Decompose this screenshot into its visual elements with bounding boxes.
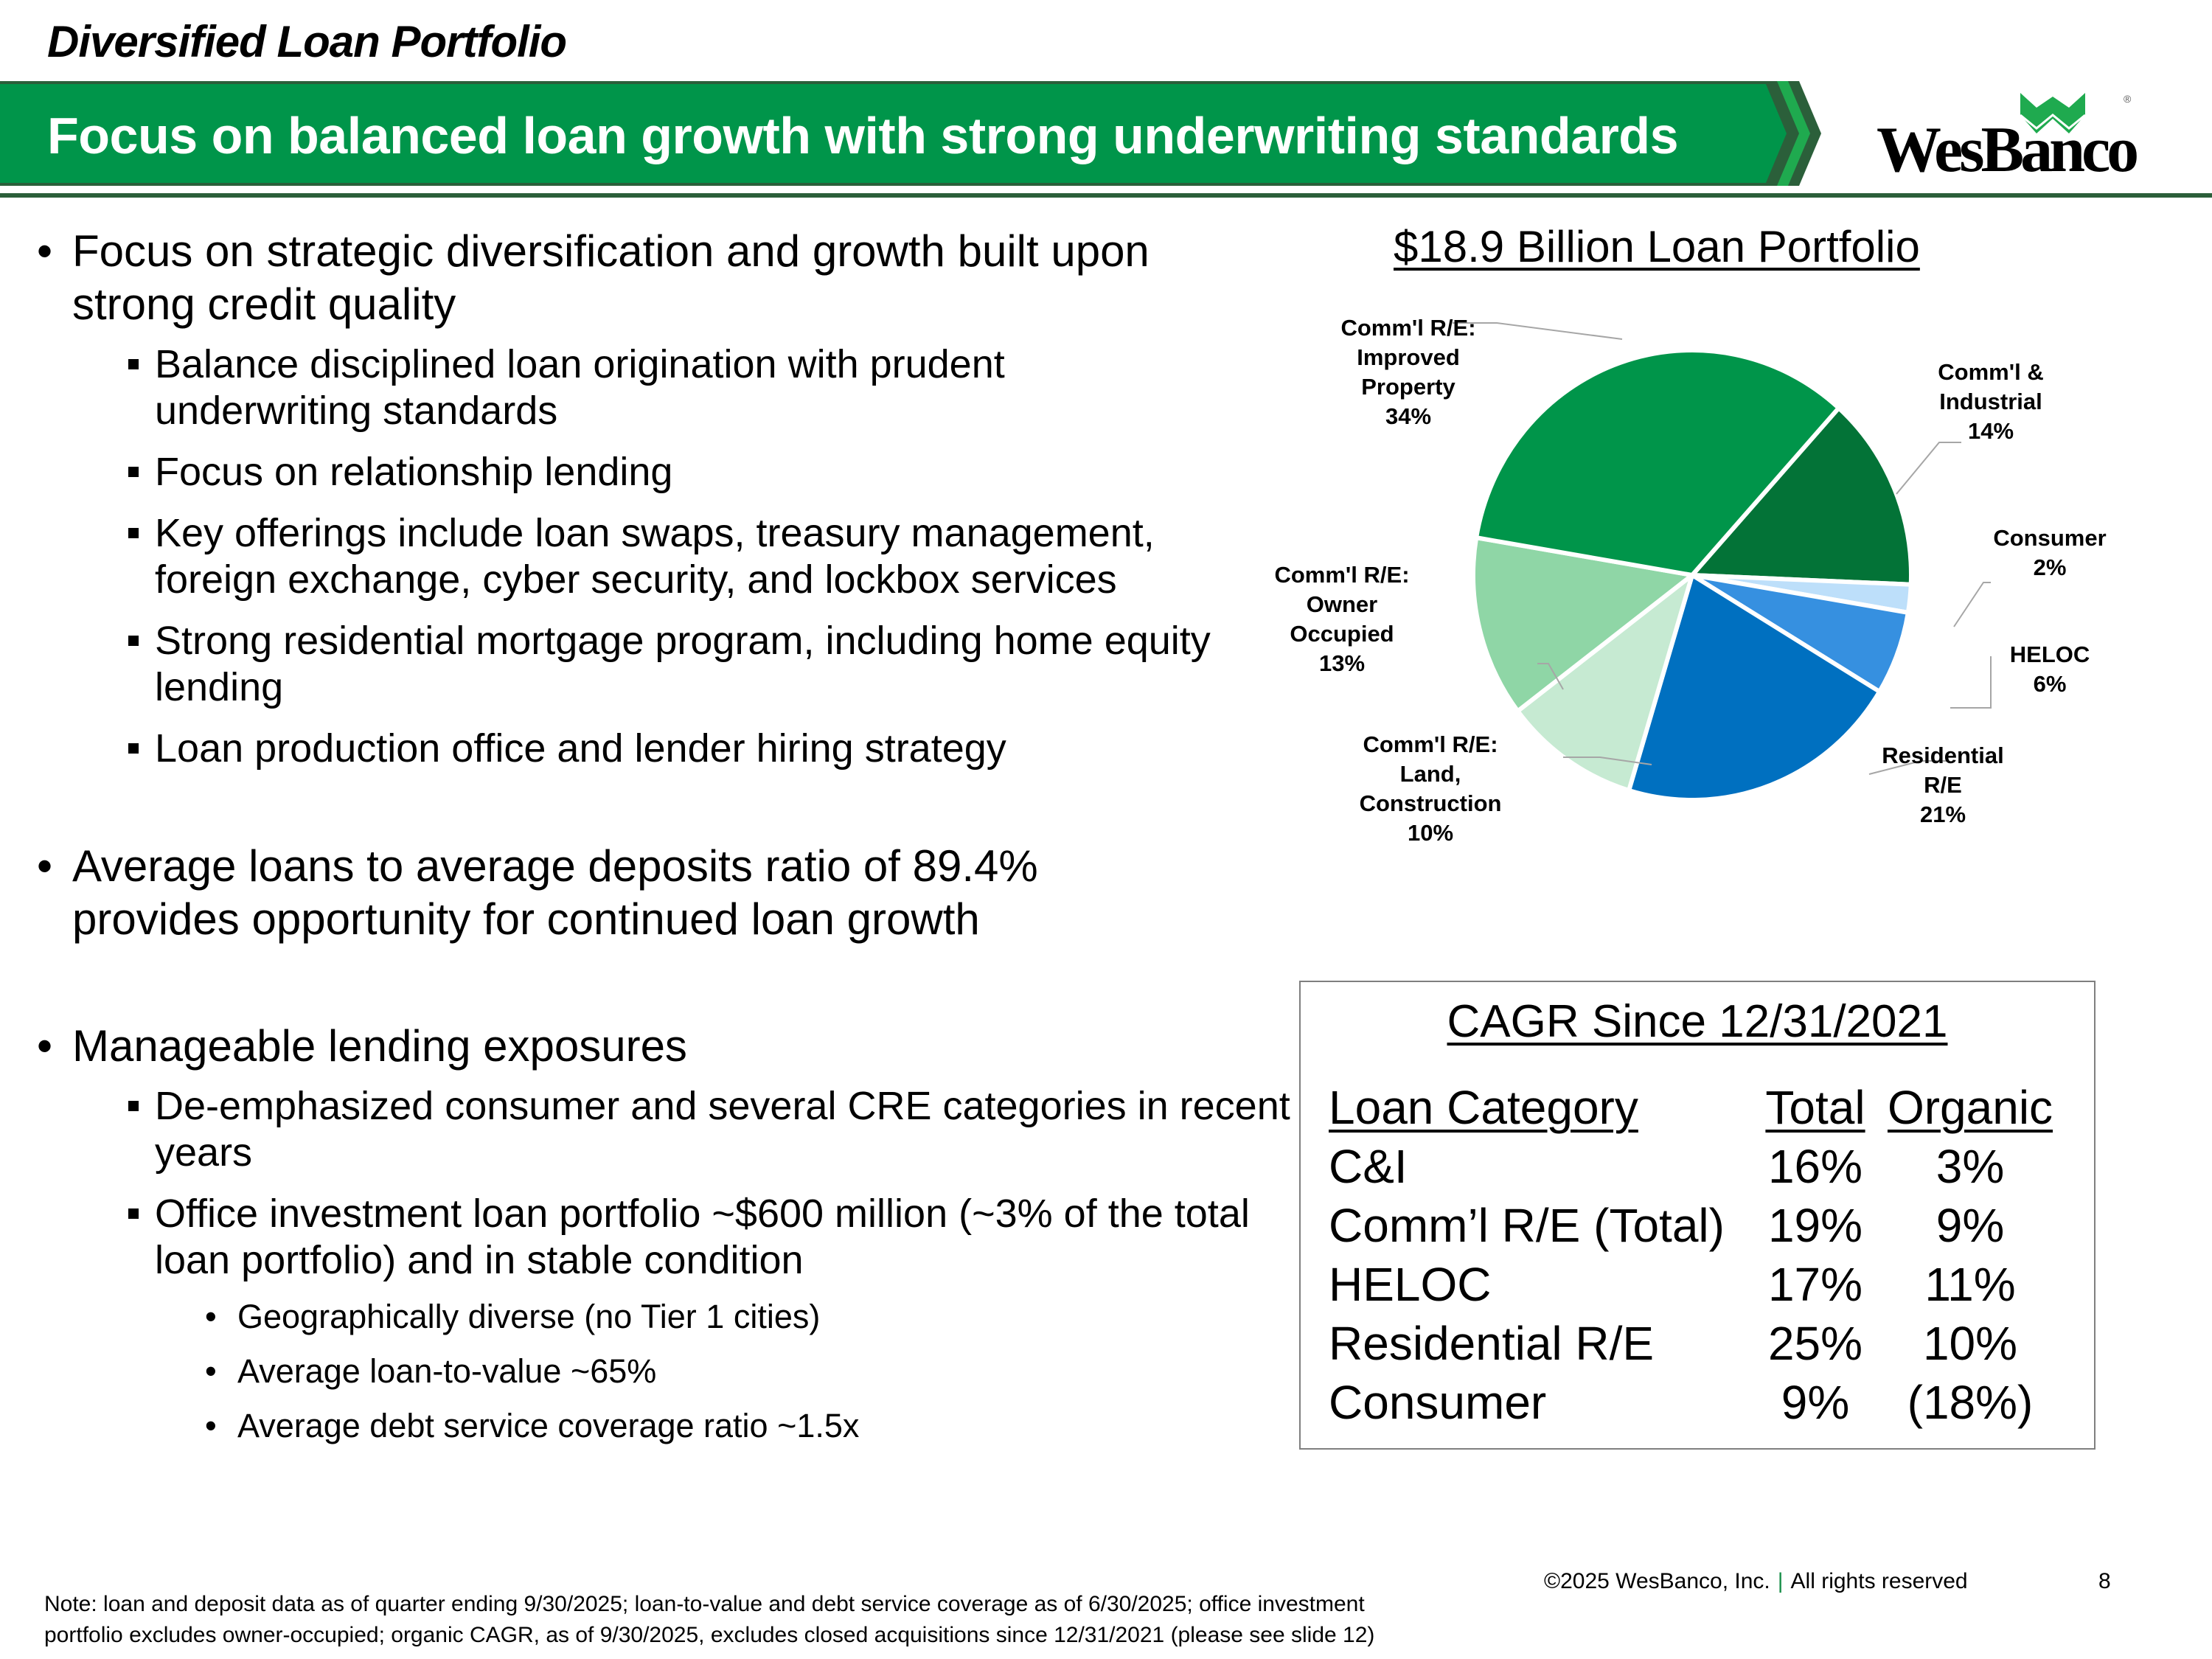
- label-line: 6%: [2033, 671, 2067, 697]
- cagr-table-box: CAGR Since 12/31/2021 Loan Category Tota…: [1299, 981, 2096, 1450]
- pie-slice: [1474, 348, 1841, 577]
- header-rule: [0, 193, 2212, 198]
- label-line: Construction: [1359, 790, 1502, 816]
- label-line: 14%: [1967, 418, 2014, 444]
- pie-label-consumer: Consumer 2%: [1969, 524, 2131, 582]
- sub-bullet: Focus on relationship lending: [37, 449, 1246, 495]
- pie-label-owner-occupied: Comm'l R/E: Owner Occupied 13%: [1253, 560, 1430, 678]
- bullet-loan-deposit-ratio: Average loans to average deposits ratio …: [37, 840, 1178, 946]
- pie-slice: [1627, 573, 1882, 802]
- sub-sub-bullet: Geographically diverse (no Tier 1 cities…: [37, 1297, 1246, 1337]
- label-line: Consumer: [1993, 525, 2107, 551]
- label-line: Owner: [1306, 591, 1378, 617]
- table-header-row: Loan Category Total Organic: [1329, 1078, 2066, 1137]
- bullet-diversification: Focus on strategic diversification and g…: [37, 225, 1193, 331]
- cagr-title: CAGR Since 12/31/2021: [1447, 996, 1948, 1047]
- pie-slice: [1515, 573, 1694, 793]
- footnote-line-2: portfolio excludes owner-occupied; organ…: [44, 1623, 1375, 1647]
- cell-category: HELOC: [1329, 1258, 1492, 1311]
- table-row: Comm’l R/E (Total) 19% 9%: [1329, 1196, 2066, 1255]
- title-banner: Focus on balanced loan growth with stron…: [0, 81, 1821, 186]
- cell-organic: 10%: [1922, 1317, 2018, 1370]
- sub-bullet: Key offerings include loan swaps, treasu…: [37, 510, 1202, 603]
- pie-label-heloc: HELOC 6%: [1991, 640, 2109, 699]
- label-line: Comm'l R/E:: [1340, 315, 1476, 341]
- sub-bullet: De-emphasized consumer and several CRE c…: [37, 1083, 1305, 1176]
- label-line: 13%: [1318, 650, 1366, 676]
- cell-total: 19%: [1767, 1199, 1863, 1252]
- pie-label-commercial-industrial: Comm'l & Industrial 14%: [1917, 358, 2065, 446]
- cell-category: Comm’l R/E (Total): [1329, 1199, 1725, 1252]
- footer-separator: |: [1777, 1569, 1784, 1593]
- pie-slice: [1471, 535, 1694, 714]
- pie-label-improved-property: Comm'l R/E: Improved Property 34%: [1327, 313, 1489, 431]
- cell-organic: (18%): [1907, 1376, 2034, 1429]
- label-line: R/E: [1924, 772, 1962, 798]
- label-line: Comm'l &: [1938, 359, 2044, 385]
- table-row: Residential R/E 25% 10%: [1329, 1314, 2066, 1373]
- table-row: Consumer 9% (18%): [1329, 1373, 2066, 1432]
- label-line: Residential: [1882, 742, 2004, 768]
- cell-category: Consumer: [1329, 1376, 1547, 1429]
- sub-bullet: Balance disciplined loan origination wit…: [37, 341, 1150, 434]
- bullet-lending-exposures: Manageable lending exposures: [37, 1020, 1246, 1073]
- cell-organic: 9%: [1935, 1199, 2005, 1252]
- label-line: HELOC: [2009, 641, 2090, 667]
- label-line: Land,: [1399, 761, 1461, 787]
- rights-text: All rights reserved: [1790, 1569, 1968, 1593]
- banner-chevron-shape: [0, 81, 1821, 186]
- footnote-line-1: Note: loan and deposit data as of quarte…: [44, 1592, 1365, 1616]
- cell-category: C&I: [1329, 1140, 1408, 1193]
- loan-portfolio-pie-chart: Comm'l R/E: Improved Property 34% Comm'l…: [1253, 295, 2212, 870]
- cell-total: 17%: [1767, 1258, 1863, 1311]
- footnote: Note: loan and deposit data as of quarte…: [44, 1589, 1563, 1651]
- sub-bullet: Loan production office and lender hiring…: [37, 726, 1246, 772]
- pie-chart-title: $18.9 Billion Loan Portfolio: [1394, 222, 1920, 271]
- logo-w-mark-icon: [2020, 93, 2086, 133]
- registered-mark: ®: [2124, 93, 2132, 105]
- logo-wordmark: WesBanco: [1877, 114, 2139, 186]
- label-line: 21%: [1919, 801, 1966, 827]
- label-line: 34%: [1385, 403, 1432, 429]
- cell-total: 16%: [1767, 1140, 1863, 1193]
- cell-organic: 3%: [1935, 1140, 2005, 1193]
- sub-bullet: Office investment loan portfolio ~$600 m…: [37, 1191, 1276, 1284]
- wesbanco-logo: ® WesBanco: [1877, 87, 2142, 183]
- table-row: HELOC 17% 11%: [1329, 1255, 2066, 1314]
- bullet-list: Focus on strategic diversification and g…: [37, 225, 1290, 1446]
- cell-total: 25%: [1767, 1317, 1863, 1370]
- pie-slice: [1690, 406, 1913, 587]
- label-line: Industrial: [1939, 389, 2042, 414]
- copyright-text: ©2025 WesBanco, Inc.: [1544, 1569, 1770, 1593]
- column-header-total: Total: [1765, 1081, 1865, 1134]
- pie-chart-svg: [1453, 322, 1992, 802]
- banner-title: Focus on balanced loan growth with stron…: [47, 107, 1679, 164]
- cell-category: Residential R/E: [1329, 1317, 1655, 1370]
- label-line: Occupied: [1290, 621, 1394, 647]
- table-row: C&I 16% 3%: [1329, 1137, 2066, 1196]
- copyright-notice: ©2025 WesBanco, Inc. | All rights reserved: [1544, 1569, 1968, 1594]
- cell-total: 9%: [1781, 1376, 1850, 1429]
- label-line: Property: [1361, 374, 1455, 400]
- cell-organic: 11%: [1924, 1258, 2016, 1311]
- pie-label-land-construction: Comm'l R/E: Land, Construction 10%: [1342, 730, 1519, 848]
- cagr-table: Loan Category Total Organic C&I 16% 3% C…: [1329, 1078, 2066, 1432]
- column-header-organic: Organic: [1887, 1081, 2053, 1134]
- column-header-loan-category: Loan Category: [1329, 1081, 1638, 1134]
- page-number: 8: [2098, 1569, 2111, 1593]
- label-line: Comm'l R/E:: [1274, 562, 1410, 588]
- label-line: Improved: [1357, 344, 1460, 370]
- label-line: Comm'l R/E:: [1363, 731, 1498, 757]
- section-title: Diversified Loan Portfolio: [47, 17, 567, 66]
- sub-sub-bullet: Average loan-to-value ~65%: [37, 1352, 1246, 1391]
- sub-bullet: Strong residential mortgage program, inc…: [37, 618, 1290, 711]
- label-line: 2%: [2033, 554, 2067, 580]
- sub-sub-bullet: Average debt service coverage ratio ~1.5…: [37, 1406, 1246, 1446]
- pie-label-residential: Residential R/E 21%: [1869, 741, 2017, 830]
- label-line: 10%: [1407, 820, 1454, 846]
